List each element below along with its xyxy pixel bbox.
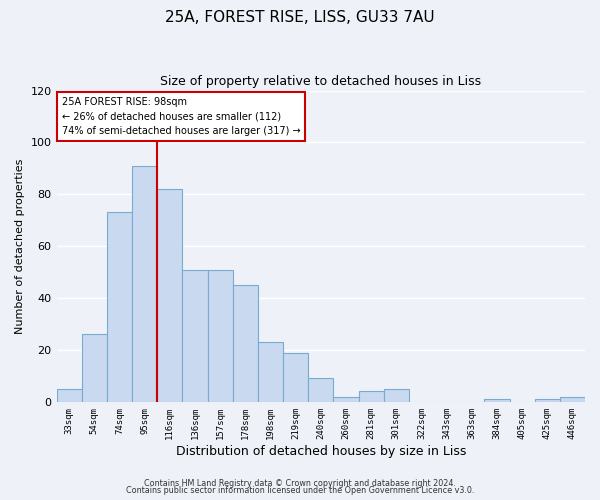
X-axis label: Distribution of detached houses by size in Liss: Distribution of detached houses by size … [176,444,466,458]
Bar [283,352,308,402]
Text: Contains HM Land Registry data © Crown copyright and database right 2024.: Contains HM Land Registry data © Crown c… [144,478,456,488]
Bar [132,166,157,402]
Bar [182,270,208,402]
Bar [334,396,359,402]
Text: 25A FOREST RISE: 98sqm
← 26% of detached houses are smaller (112)
74% of semi-de: 25A FOREST RISE: 98sqm ← 26% of detached… [62,97,301,136]
Bar [233,285,258,402]
Bar [157,189,182,402]
Bar [56,389,82,402]
Text: 25A, FOREST RISE, LISS, GU33 7AU: 25A, FOREST RISE, LISS, GU33 7AU [165,10,435,25]
Bar [359,392,383,402]
Bar [535,399,560,402]
Bar [484,399,509,402]
Bar [208,270,233,402]
Bar [258,342,283,402]
Bar [82,334,107,402]
Text: Contains public sector information licensed under the Open Government Licence v3: Contains public sector information licen… [126,486,474,495]
Title: Size of property relative to detached houses in Liss: Size of property relative to detached ho… [160,75,481,88]
Bar [107,212,132,402]
Bar [308,378,334,402]
Bar [383,389,409,402]
Bar [560,396,585,402]
Y-axis label: Number of detached properties: Number of detached properties [15,158,25,334]
